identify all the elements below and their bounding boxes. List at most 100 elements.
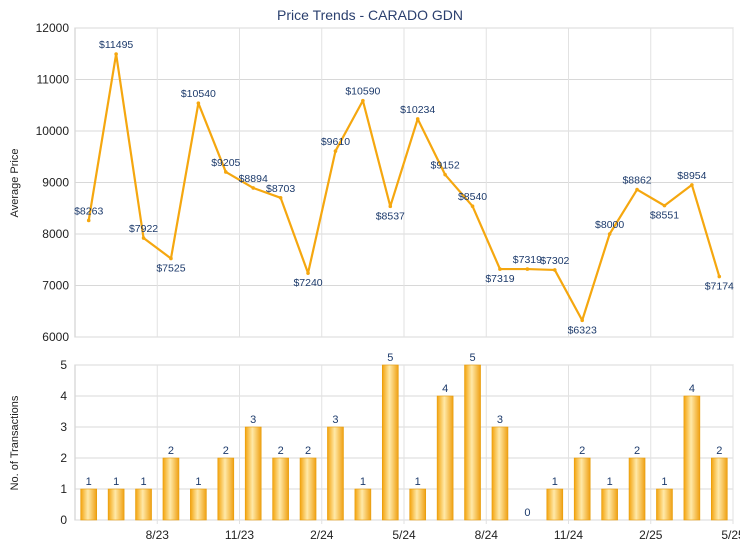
bar-y-tick: 3 bbox=[60, 420, 67, 434]
bar-data-label: 5 bbox=[469, 352, 475, 364]
transaction-bar bbox=[656, 488, 673, 521]
bar-data-label: 2 bbox=[305, 445, 311, 457]
price-point bbox=[580, 318, 585, 323]
transaction-bar bbox=[546, 488, 564, 521]
price-data-label: $7174 bbox=[705, 281, 734, 293]
bar-data-label: 4 bbox=[442, 383, 448, 395]
price-point bbox=[415, 117, 420, 121]
price-point bbox=[223, 170, 228, 174]
price-point bbox=[498, 267, 502, 271]
transaction-bar bbox=[381, 364, 399, 521]
price-point bbox=[470, 204, 475, 208]
bar-y-tick: 5 bbox=[60, 358, 67, 372]
transaction-bar bbox=[299, 457, 317, 521]
bar-y-tick: 2 bbox=[60, 451, 67, 465]
bar-data-label: 1 bbox=[661, 476, 667, 488]
price-data-label: $10234 bbox=[400, 104, 435, 116]
price-data-label: $8862 bbox=[622, 175, 651, 187]
bar-data-label: 2 bbox=[278, 445, 284, 457]
price-series-line bbox=[87, 52, 721, 322]
bar-data-label: 1 bbox=[140, 476, 146, 488]
transaction-bar bbox=[80, 488, 98, 521]
transaction-bar bbox=[464, 364, 481, 521]
price-data-label: $7319 bbox=[513, 254, 542, 266]
price-point bbox=[251, 186, 256, 190]
price-data-label: $10540 bbox=[181, 88, 216, 100]
price-point bbox=[388, 204, 393, 209]
transaction-bar bbox=[272, 457, 289, 521]
transaction-bar bbox=[135, 488, 152, 521]
transaction-bar bbox=[491, 426, 509, 521]
price-y-axis-label: Average Price bbox=[9, 149, 21, 218]
price-point bbox=[662, 203, 667, 208]
price-data-label: $8537 bbox=[376, 210, 405, 222]
transaction-bar bbox=[573, 457, 591, 521]
price-data-label: $8703 bbox=[266, 183, 295, 195]
transaction-bar bbox=[436, 395, 454, 521]
price-point bbox=[141, 236, 146, 240]
price-y-tick: 12000 bbox=[36, 21, 70, 35]
bar-data-label: 3 bbox=[332, 414, 338, 426]
x-tick-label: 5/24 bbox=[392, 528, 416, 542]
price-point bbox=[169, 256, 173, 261]
price-data-label: $9610 bbox=[321, 136, 350, 148]
price-point bbox=[278, 195, 283, 200]
x-tick-label: 11/24 bbox=[554, 528, 583, 542]
price-data-label: $8540 bbox=[458, 191, 487, 203]
price-data-label: $7922 bbox=[129, 223, 158, 235]
transaction-bar bbox=[601, 488, 618, 521]
bar-data-label: 1 bbox=[195, 476, 201, 488]
price-data-label: $7302 bbox=[540, 255, 569, 267]
price-point bbox=[86, 218, 91, 223]
price-data-label: $8894 bbox=[239, 173, 268, 185]
price-data-label: $9205 bbox=[211, 157, 240, 169]
x-tick-label: 11/23 bbox=[225, 528, 254, 542]
price-point bbox=[717, 274, 722, 279]
transaction-bar bbox=[409, 488, 427, 521]
price-data-label: $8551 bbox=[650, 210, 679, 222]
bar-data-label: 1 bbox=[552, 476, 558, 488]
price-data-label: $7240 bbox=[293, 277, 322, 289]
price-point bbox=[607, 232, 612, 236]
bar-data-label: 2 bbox=[716, 445, 722, 457]
price-point bbox=[333, 149, 338, 153]
price-point bbox=[635, 187, 639, 192]
transaction-bar bbox=[244, 426, 262, 521]
bar-data-label: 0 bbox=[524, 507, 530, 519]
price-point bbox=[690, 183, 694, 187]
price-data-label: $10590 bbox=[345, 86, 380, 98]
price-y-tick: 11000 bbox=[37, 73, 70, 87]
x-tick-label: 8/23 bbox=[146, 528, 170, 542]
price-data-label: $11495 bbox=[99, 39, 133, 51]
price-y-tick: 9000 bbox=[42, 176, 69, 190]
price-y-tick: 10000 bbox=[36, 124, 70, 138]
bar-data-label: 1 bbox=[86, 476, 92, 488]
price-y-tick: 8000 bbox=[42, 227, 69, 241]
x-tick-label: 5/25 bbox=[721, 528, 740, 542]
price-point bbox=[552, 268, 557, 272]
transaction-bar bbox=[107, 488, 125, 521]
bar-data-label: 5 bbox=[387, 352, 393, 364]
price-y-tick: 7000 bbox=[42, 279, 69, 293]
price-point bbox=[525, 267, 530, 271]
bar-data-label: 1 bbox=[607, 476, 613, 488]
x-tick-label: 8/24 bbox=[475, 528, 499, 542]
bar-data-label: 4 bbox=[689, 383, 695, 395]
price-point bbox=[114, 52, 118, 56]
price-data-label: $7525 bbox=[156, 262, 185, 274]
transactions-bar-panel: 0 1 2 3 4 5 8/23 11/23 2/24 5/24 8/24 11/24 2/25 5/25… bbox=[60, 352, 740, 542]
bar-y-tick: 1 bbox=[60, 482, 67, 496]
bar-data-label: 1 bbox=[415, 476, 421, 488]
price-data-label: $8263 bbox=[74, 205, 103, 217]
price-data-label: $7319 bbox=[485, 273, 514, 285]
price-data-label: $9152 bbox=[431, 160, 460, 172]
transaction-bar bbox=[217, 457, 235, 521]
price-point bbox=[306, 271, 310, 275]
price-point bbox=[443, 172, 447, 177]
price-data-label: $8000 bbox=[595, 219, 624, 231]
transaction-bar bbox=[327, 426, 344, 521]
bar-data-label: 1 bbox=[113, 476, 119, 488]
transactions-y-axis-label: No. of Transactions bbox=[9, 395, 21, 490]
x-tick-label: 2/25 bbox=[639, 528, 663, 542]
